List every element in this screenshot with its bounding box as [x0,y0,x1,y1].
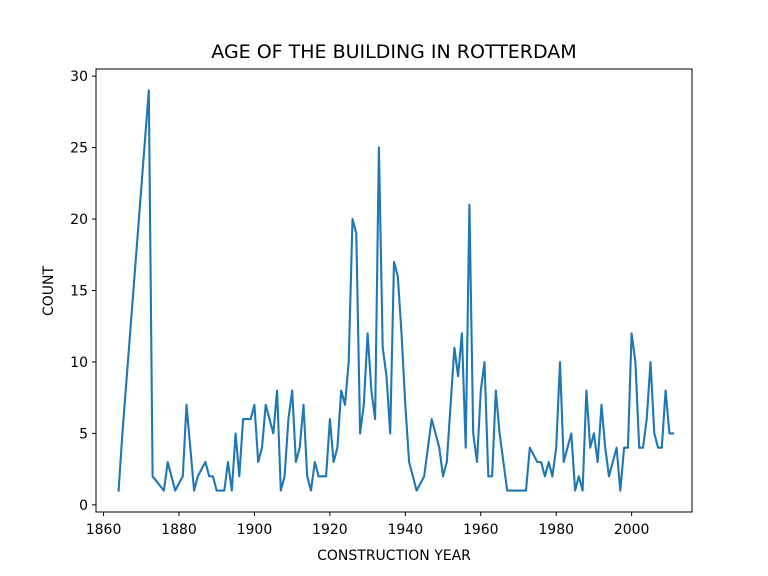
y-tick-label: 0 [79,498,88,514]
y-axis: 0 5 10 15 20 25 30 [70,69,96,514]
y-tick-label: 5 [79,426,88,442]
x-tick-label: 1980 [538,522,574,538]
x-tick-label: 1940 [387,522,423,538]
x-axis-label: CONSTRUCTION YEAR [317,548,471,564]
x-tick-label: 1880 [161,522,197,538]
x-tick-label: 1960 [463,522,499,538]
y-tick-label: 25 [70,141,88,157]
y-tick-label: 30 [70,69,88,85]
x-tick-label: 2000 [614,522,650,538]
chart-title: AGE OF THE BUILDING IN ROTTERDAM [211,41,576,63]
plot-frame [95,68,693,513]
y-tick-label: 10 [70,355,88,371]
series-line [117,89,675,492]
x-tick-label: 1860 [86,522,122,538]
x-tick-label: 1920 [312,522,348,538]
x-axis: 1860 1880 1900 1920 1940 1960 1980 2000 [86,512,650,538]
y-tick-label: 15 [70,284,88,300]
x-tick-label: 1900 [237,522,273,538]
y-tick-label: 20 [70,212,88,228]
y-axis-label: COUNT [41,266,57,317]
series-layer [117,89,675,492]
